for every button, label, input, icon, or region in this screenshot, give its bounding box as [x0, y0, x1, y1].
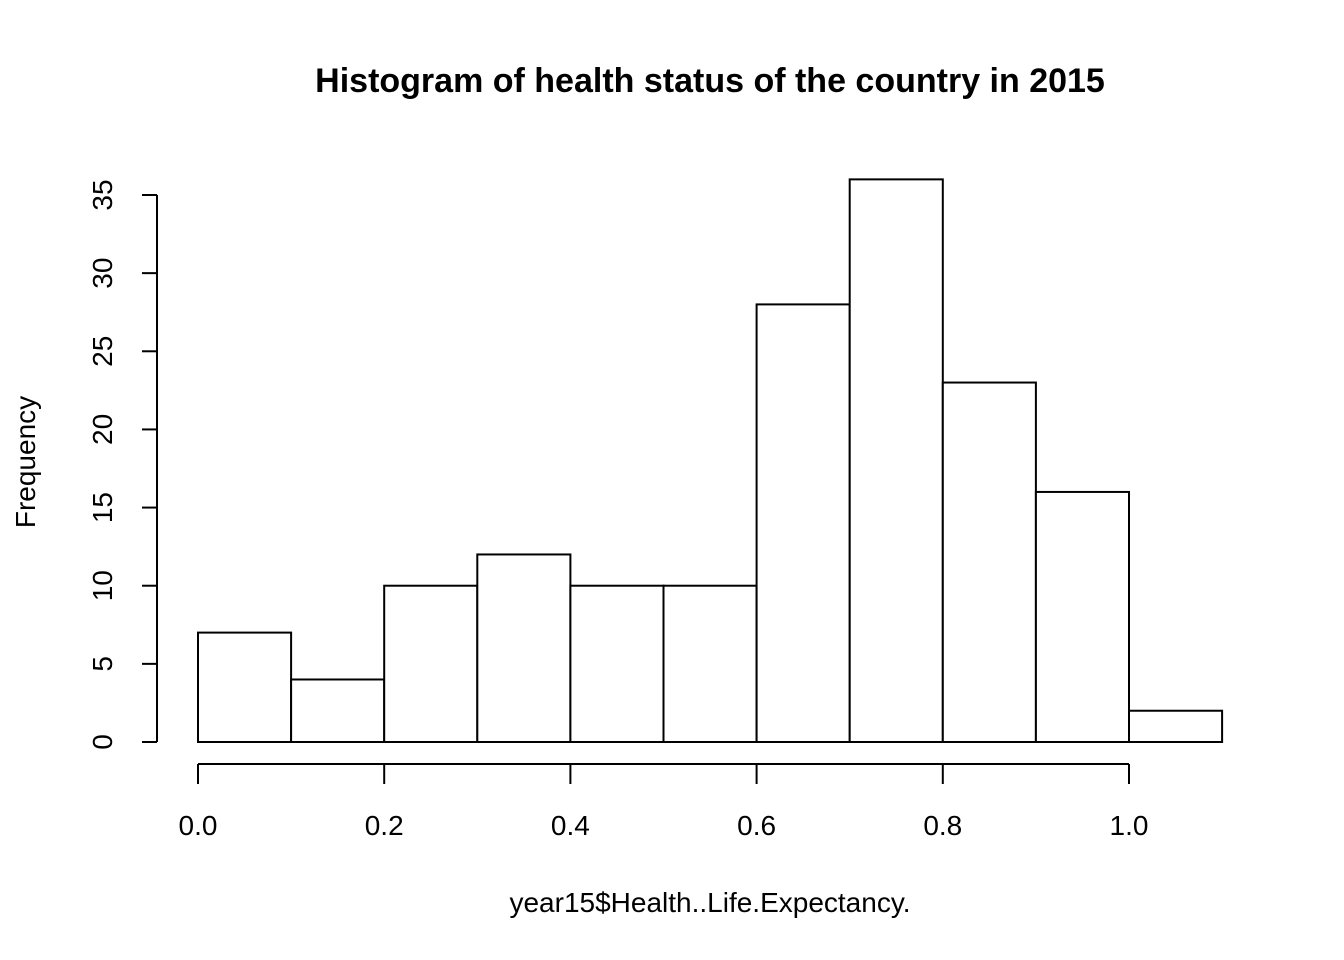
histogram-bar	[1034, 490, 1131, 744]
histogram-bar	[197, 631, 293, 743]
y-tick-label: 35	[87, 179, 118, 210]
x-tick-label: 0.8	[923, 810, 962, 841]
x-axis: 0.0 0.2 0.4 0.6 0.8 1.0	[179, 763, 1149, 841]
y-tick-label: 10	[87, 570, 118, 601]
bars-group	[197, 178, 1224, 744]
y-axis-label: Frequency	[10, 396, 41, 528]
histogram-bar	[383, 584, 479, 744]
y-tick-label: 0	[87, 734, 118, 750]
x-axis-label: year15$Health..Life.Expectancy.	[509, 887, 910, 918]
y-tick-label: 30	[87, 258, 118, 289]
histogram-bar	[569, 584, 665, 744]
y-tick-label: 15	[87, 492, 118, 523]
y-axis: 0 5 10 15 20 25 30 35	[87, 179, 158, 750]
histogram-bar	[662, 584, 758, 744]
x-tick-label: 0.4	[551, 810, 590, 841]
histogram-bar	[290, 678, 386, 744]
histogram-bar	[1128, 709, 1224, 744]
x-tick-label: 0.6	[737, 810, 776, 841]
histogram-bar	[755, 303, 851, 743]
chart-title: Histogram of health status of the countr…	[315, 62, 1105, 100]
x-tick-label: 1.0	[1110, 810, 1149, 841]
y-tick-label: 5	[87, 656, 118, 672]
x-tick-label: 0.0	[179, 810, 218, 841]
histogram-bar	[848, 178, 944, 744]
histogram-bar	[941, 381, 1037, 743]
y-tick-label: 25	[87, 336, 118, 367]
x-tick-label: 0.2	[365, 810, 404, 841]
histogram-bar	[476, 553, 572, 744]
y-tick-label: 20	[87, 414, 118, 445]
